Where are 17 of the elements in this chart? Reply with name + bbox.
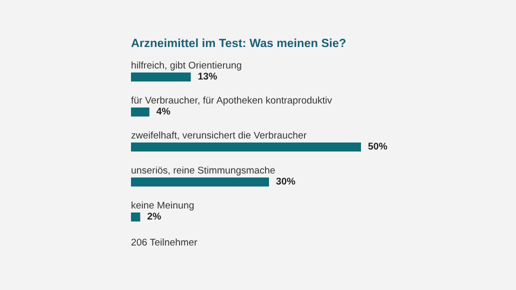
bar [131,72,191,82]
data-label: 13% [198,72,217,80]
chart-title: Arzneimittel im Test: Was meinen Sie? [131,38,346,48]
data-label: 4% [156,108,170,115]
bar [131,212,140,222]
y-tick-label: keine Meinung [132,201,194,211]
bar [131,107,150,116]
bar [131,177,269,186]
y-tick-label: hilfreich, gibt Orientierung [132,61,242,71]
data-label: 2% [147,212,161,220]
y-tick-label: für Verbraucher, für Apotheken kontraproduktiv [131,96,332,106]
y-tick-label: unseriös, reine Stimmungsmache [132,166,275,176]
data-label: 50% [368,142,388,150]
data-label: 30% [276,178,296,185]
y-tick-label: zweifelhaft, verunsichert die Verbraucher [131,131,306,140]
text: 206 Teilnehmer [131,238,198,246]
bar [131,142,361,152]
